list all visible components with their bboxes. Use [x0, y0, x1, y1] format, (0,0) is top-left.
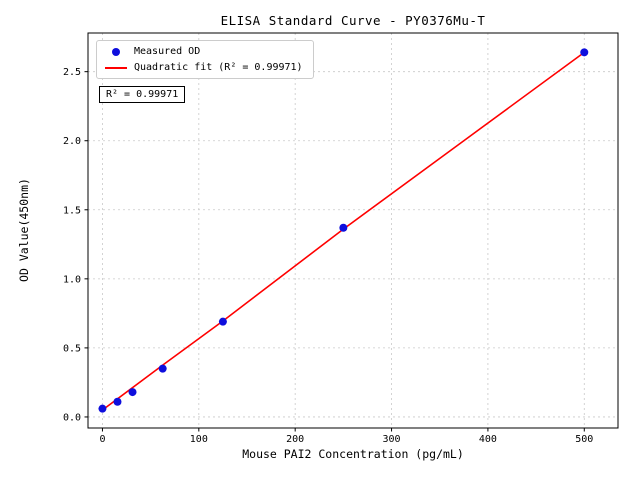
- y-tick-label: 1.0: [63, 274, 81, 285]
- legend-label-measured-od: Measured OD: [134, 46, 201, 57]
- x-tick-label: 0: [99, 434, 105, 445]
- y-tick-label: 1.5: [63, 205, 81, 216]
- scatter-marker-icon: [105, 47, 127, 56]
- y-tick-label: 2.5: [63, 67, 81, 78]
- measured-od-point: [113, 397, 122, 406]
- legend-item-measured-od: Measured OD: [105, 46, 303, 57]
- blue-dot-icon: [112, 47, 120, 56]
- measured-od-point: [580, 48, 589, 57]
- measured-od-point: [98, 404, 107, 413]
- y-axis-label: OD Value(450nm): [17, 178, 31, 282]
- x-tick-label: 400: [479, 434, 497, 445]
- y-tick-label: 2.0: [63, 136, 81, 147]
- y-tick-label: 0.0: [63, 412, 81, 423]
- chart-title: ELISA Standard Curve - PY0376Mu-T: [220, 13, 486, 28]
- measured-od-point: [158, 364, 167, 373]
- y-tick-label: 0.5: [63, 343, 81, 354]
- legend-label-quadratic-fit: Quadratic fit (R² = 0.99971): [134, 62, 303, 73]
- x-tick-label: 200: [286, 434, 304, 445]
- legend-item-quadratic-fit: Quadratic fit (R² = 0.99971): [105, 62, 303, 73]
- x-tick-label: 500: [575, 434, 593, 445]
- measured-od-point: [128, 388, 137, 397]
- r-squared-annotation: R² = 0.99971: [99, 86, 186, 103]
- x-tick-label: 100: [190, 434, 208, 445]
- x-axis-label: Mouse PAI2 Concentration (pg/mL): [242, 447, 464, 461]
- x-tick-label: 300: [383, 434, 401, 445]
- plot-border: [87, 32, 619, 429]
- legend: Measured OD Quadratic fit (R² = 0.99971): [96, 40, 314, 79]
- red-line-icon: [105, 66, 127, 69]
- quadratic-fit-line: [101, 51, 585, 411]
- measured-od-point: [339, 223, 348, 232]
- measured-od-point: [218, 317, 227, 326]
